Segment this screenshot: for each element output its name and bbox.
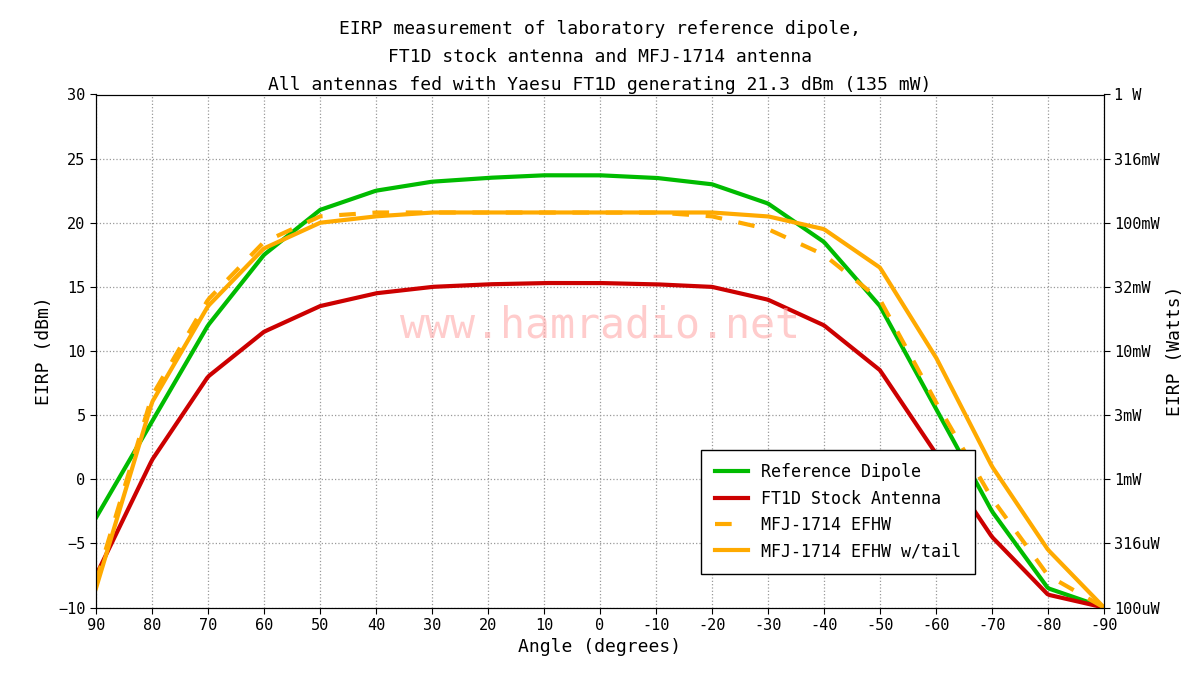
MFJ-1714 EFHW <box>917 377 931 385</box>
MFJ-1714 EFHW w/tail <box>691 209 706 217</box>
X-axis label: Angle (degrees): Angle (degrees) <box>518 639 682 657</box>
Y-axis label: EIRP (Watts): EIRP (Watts) <box>1165 286 1183 416</box>
MFJ-1714 EFHW w/tail <box>636 209 650 217</box>
FT1D Stock Antenna <box>538 279 552 287</box>
Line: Reference Dipole: Reference Dipole <box>96 176 1104 608</box>
MFJ-1714 EFHW w/tail <box>570 209 584 217</box>
Legend: Reference Dipole, FT1D Stock Antenna, MFJ-1714 EFHW, MFJ-1714 EFHW w/tail: Reference Dipole, FT1D Stock Antenna, MF… <box>701 450 974 574</box>
Reference Dipole <box>570 171 584 180</box>
Reference Dipole <box>89 514 103 522</box>
Text: EIRP measurement of laboratory reference dipole,
FT1D stock antenna and MFJ-1714: EIRP measurement of laboratory reference… <box>269 20 931 94</box>
Text: www.hamradio.net: www.hamradio.net <box>400 304 800 346</box>
MFJ-1714 EFHW <box>1074 591 1088 599</box>
MFJ-1714 EFHW <box>1097 603 1111 612</box>
FT1D Stock Antenna <box>576 279 590 287</box>
MFJ-1714 EFHW w/tail <box>917 335 931 343</box>
Reference Dipole <box>1074 596 1088 604</box>
FT1D Stock Antenna <box>1074 598 1088 606</box>
Reference Dipole <box>1097 603 1111 612</box>
Line: MFJ-1714 EFHW w/tail: MFJ-1714 EFHW w/tail <box>96 213 1104 608</box>
MFJ-1714 EFHW <box>576 209 590 217</box>
Y-axis label: EIRP (dBm): EIRP (dBm) <box>35 296 53 406</box>
Line: MFJ-1714 EFHW: MFJ-1714 EFHW <box>96 213 1104 608</box>
FT1D Stock Antenna <box>636 280 650 288</box>
Line: FT1D Stock Antenna: FT1D Stock Antenna <box>96 283 1104 608</box>
MFJ-1714 EFHW w/tail <box>89 584 103 593</box>
MFJ-1714 EFHW w/tail <box>426 209 440 217</box>
FT1D Stock Antenna <box>1097 603 1111 612</box>
FT1D Stock Antenna <box>917 432 931 440</box>
MFJ-1714 EFHW <box>370 209 384 217</box>
FT1D Stock Antenna <box>691 282 706 290</box>
MFJ-1714 EFHW <box>89 578 103 586</box>
MFJ-1714 EFHW <box>691 211 706 219</box>
Reference Dipole <box>917 383 931 392</box>
MFJ-1714 EFHW w/tail <box>1074 580 1088 589</box>
Reference Dipole <box>636 173 650 182</box>
Reference Dipole <box>538 171 552 180</box>
MFJ-1714 EFHW <box>636 209 650 217</box>
Reference Dipole <box>576 171 590 180</box>
FT1D Stock Antenna <box>570 279 584 287</box>
MFJ-1714 EFHW w/tail <box>1097 603 1111 612</box>
Reference Dipole <box>691 179 706 187</box>
MFJ-1714 EFHW w/tail <box>576 209 590 217</box>
FT1D Stock Antenna <box>89 571 103 579</box>
MFJ-1714 EFHW <box>570 209 584 217</box>
